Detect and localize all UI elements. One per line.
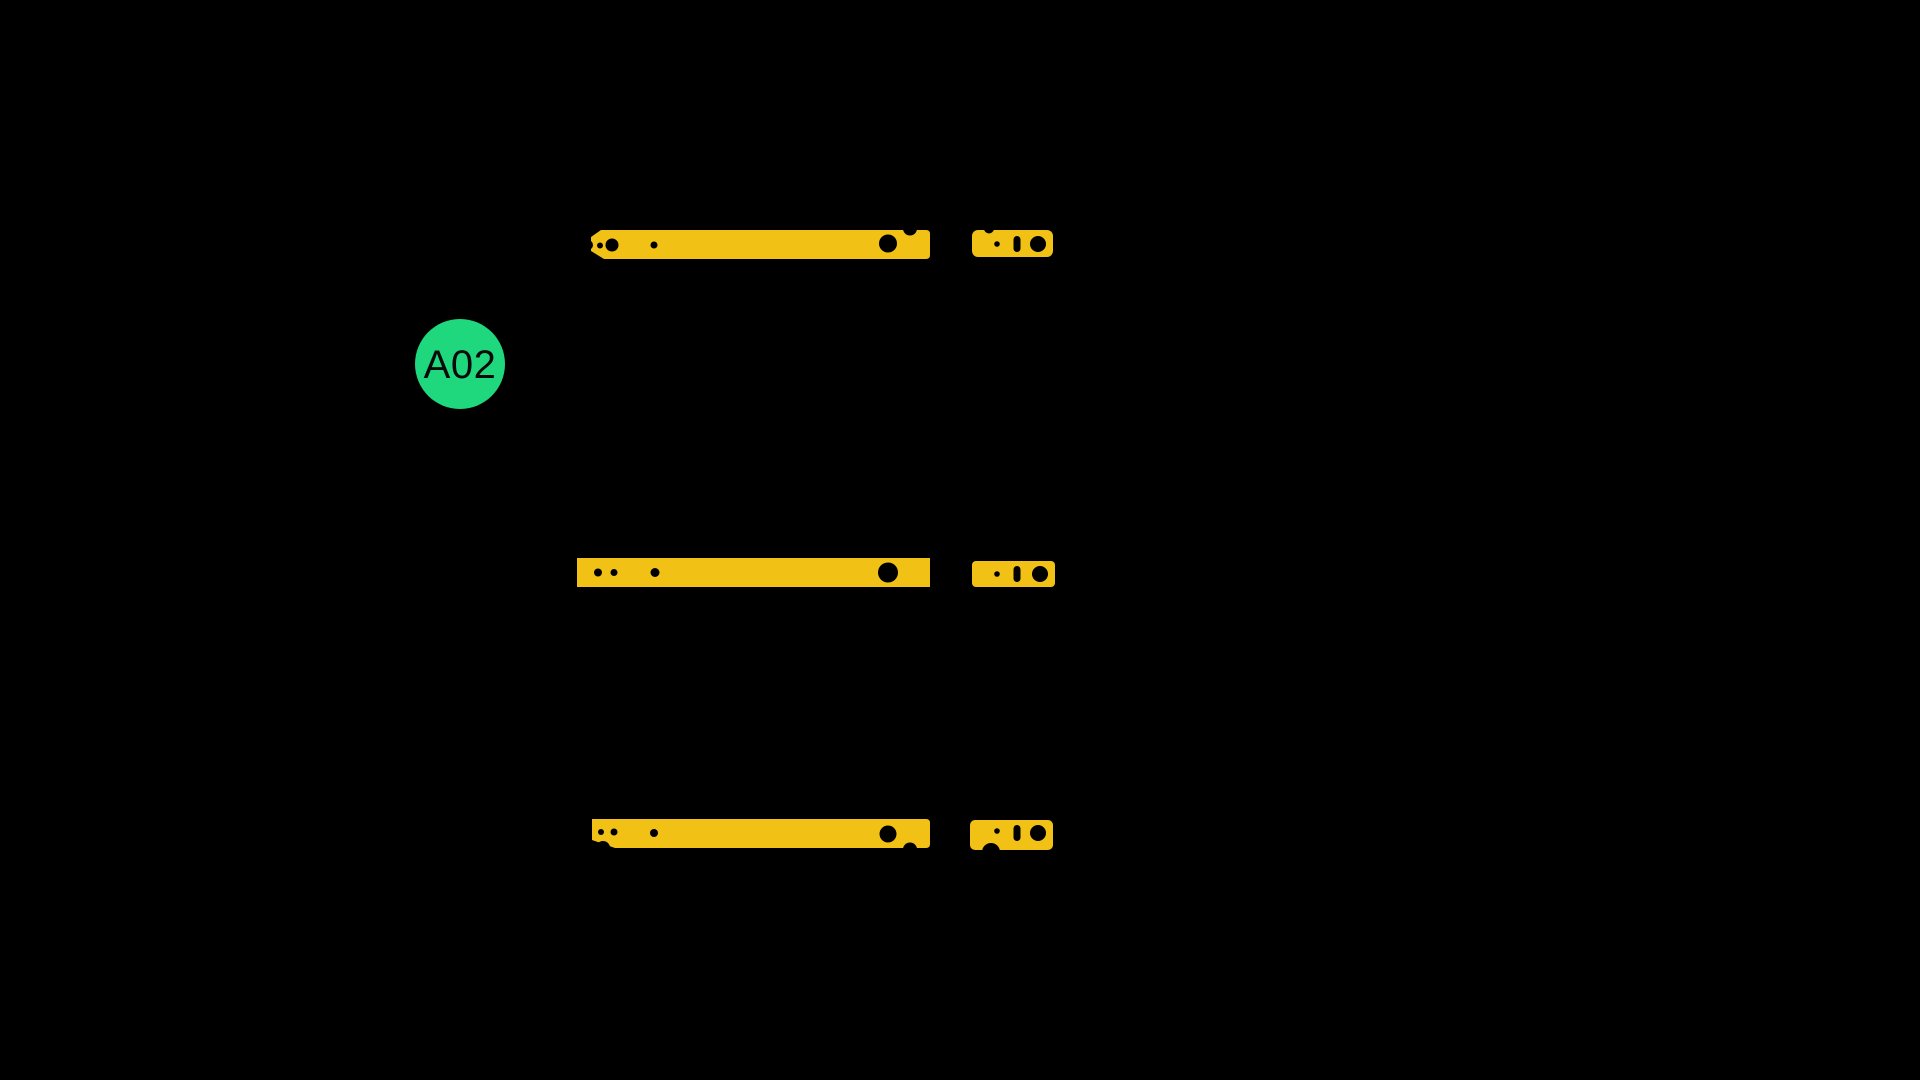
long-slide-rail-top [583, 221, 930, 259]
part-badge: A02 [415, 319, 505, 409]
long-rail-holes [583, 221, 917, 253]
short-slide-bracket-bottom [970, 820, 1053, 861]
part-badge-circle [415, 319, 505, 409]
long-rail-holes [594, 562, 898, 583]
long-rail-body [592, 819, 930, 848]
rail-pair-top [583, 221, 1053, 259]
long-rail-holes [596, 825, 917, 857]
short-bracket-holes [994, 566, 1048, 582]
long-rail-body [577, 558, 930, 587]
rail-pair-middle [577, 558, 1055, 587]
short-slide-bracket-top [972, 223, 1053, 257]
short-bracket-holes [982, 825, 1046, 861]
long-rail-body [591, 230, 930, 259]
part-badge-label: A02 [424, 343, 497, 387]
short-bracket-holes [984, 223, 1046, 252]
rail-pair-bottom [592, 819, 1053, 861]
short-slide-bracket-middle [972, 561, 1055, 587]
long-slide-rail-middle [577, 558, 930, 587]
long-slide-rail-bottom [592, 819, 930, 857]
short-bracket-body [972, 230, 1053, 257]
